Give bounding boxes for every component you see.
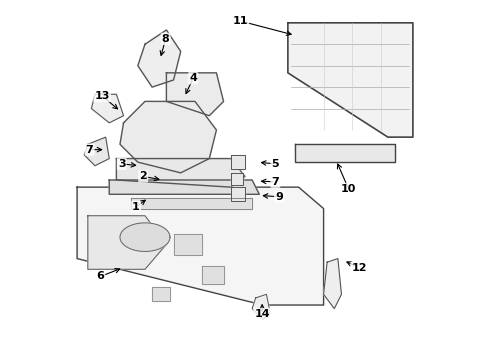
Polygon shape (120, 223, 170, 251)
Text: 10: 10 (341, 184, 356, 194)
Polygon shape (117, 158, 245, 187)
Polygon shape (288, 23, 413, 137)
Polygon shape (120, 102, 217, 173)
Text: 7: 7 (271, 177, 279, 187)
Polygon shape (77, 187, 323, 305)
Polygon shape (252, 294, 270, 319)
Text: 3: 3 (118, 159, 125, 169)
Polygon shape (109, 180, 259, 194)
Text: 7: 7 (86, 145, 94, 155)
Text: 12: 12 (351, 262, 367, 273)
Polygon shape (295, 144, 395, 162)
Polygon shape (231, 173, 243, 185)
Polygon shape (152, 287, 170, 301)
Polygon shape (131, 198, 252, 208)
Polygon shape (231, 155, 245, 169)
Polygon shape (84, 137, 109, 166)
Polygon shape (323, 258, 342, 309)
Polygon shape (167, 73, 223, 116)
Text: 8: 8 (162, 34, 170, 44)
Text: 13: 13 (95, 91, 110, 101)
Polygon shape (231, 187, 245, 202)
Text: 5: 5 (271, 159, 279, 169)
Text: 6: 6 (97, 271, 104, 282)
Text: 1: 1 (132, 202, 140, 212)
Text: 11: 11 (233, 16, 248, 26)
Text: 2: 2 (139, 171, 147, 181)
Polygon shape (92, 94, 123, 123)
Text: 4: 4 (189, 73, 197, 83)
Polygon shape (138, 30, 181, 87)
Text: 9: 9 (275, 192, 283, 202)
Polygon shape (202, 266, 223, 284)
Polygon shape (173, 234, 202, 255)
Text: 14: 14 (254, 309, 270, 319)
Polygon shape (88, 216, 167, 269)
